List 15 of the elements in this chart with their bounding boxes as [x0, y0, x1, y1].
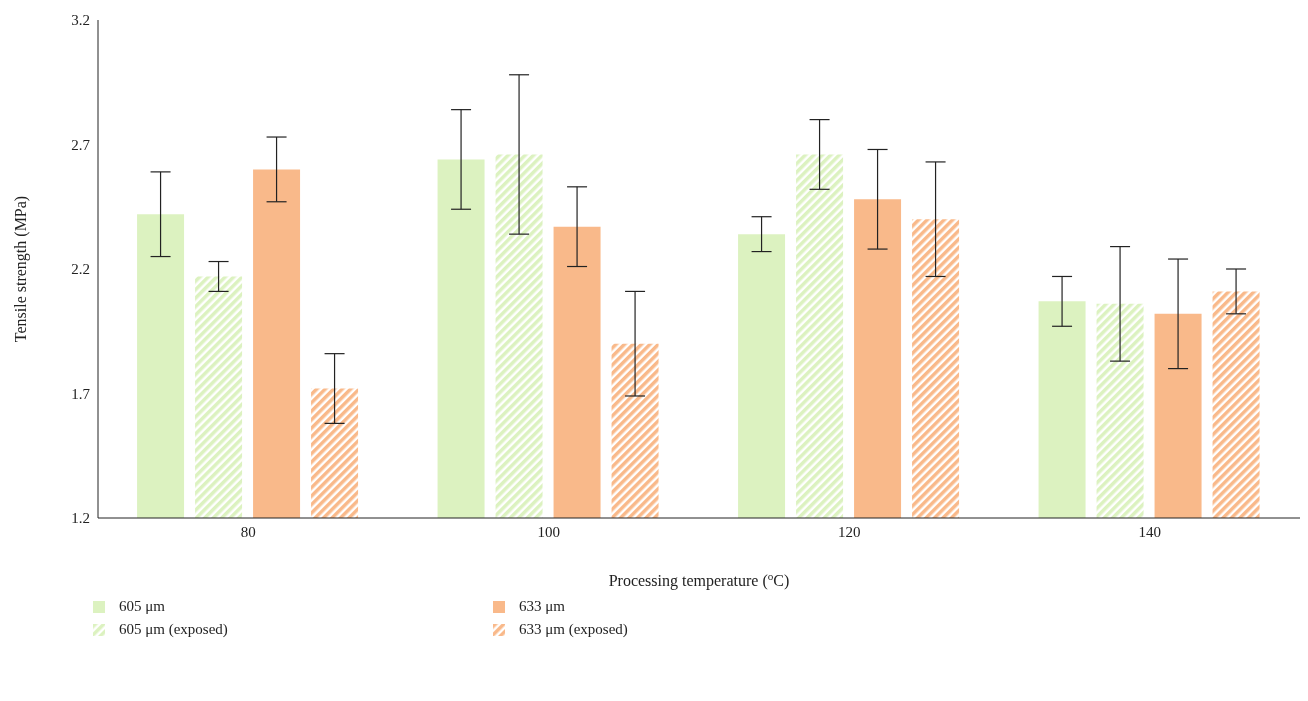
y-tick-label: 1.2	[71, 510, 90, 527]
y-tick-label: 2.2	[71, 261, 90, 278]
x-tick-label: 120	[838, 523, 861, 540]
legend-label: 605 μm (exposed)	[119, 621, 228, 638]
y-tick-label: 1.7	[71, 385, 91, 402]
x-tick-label: 100	[537, 523, 560, 540]
y-axis-title: Tensile strength (MPa)	[11, 195, 30, 343]
x-tick-label: 140	[1138, 523, 1161, 540]
legend-label: 605 μm	[119, 598, 165, 615]
x-axis-title: Processing temperature ($^{o}$C)	[608, 570, 790, 590]
legend-label: 633 μm	[519, 598, 565, 615]
legend-label: 633 μm (exposed)	[519, 621, 628, 638]
y-tick-label: 3.2	[71, 12, 90, 29]
y-tick-label: 2.7	[71, 136, 91, 153]
x-tick-label: 80	[240, 523, 256, 540]
